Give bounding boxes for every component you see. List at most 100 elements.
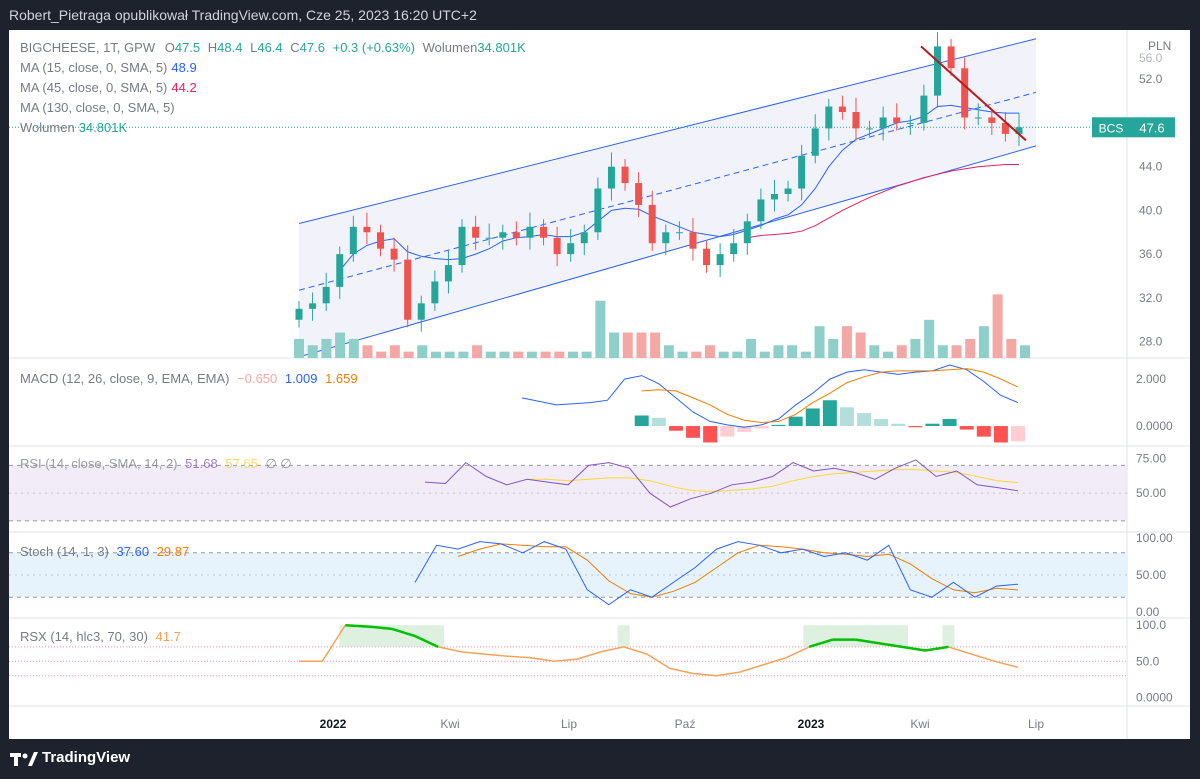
price-badge-value: 47.6 <box>1139 120 1164 135</box>
rsx-high-segment <box>925 645 949 652</box>
volume-bar <box>704 345 715 358</box>
volume-bar <box>691 351 702 358</box>
footer-bar: TradingView <box>0 739 1200 779</box>
volume-bar <box>444 351 455 358</box>
symbol-label[interactable]: BIGCHEESE, 1T, GPW <box>20 40 156 55</box>
rsi-extra: ∅ ∅ <box>265 456 292 471</box>
volume-bar <box>307 345 318 358</box>
candle <box>580 232 588 244</box>
macd-histogram-bar <box>720 426 735 437</box>
open-label: O <box>164 40 175 55</box>
price-tick: 36.0 <box>1139 247 1163 261</box>
volume-bar <box>321 338 332 358</box>
candle <box>377 232 385 249</box>
rsx-high-segment <box>368 625 392 631</box>
rsi-tick: 75.00 <box>1136 451 1166 465</box>
volume-bar <box>951 345 962 358</box>
macd-histogram-bar <box>874 419 889 427</box>
rsx-high-segment <box>878 642 903 649</box>
time-tick: Lip <box>1028 717 1044 731</box>
volume-value: 34.801K <box>78 120 128 135</box>
macd-histogram-bar <box>754 426 769 429</box>
rsx-legend[interactable]: RSX (14, hlc3, 70, 30) 41.7 <box>20 629 181 644</box>
macd-histogram-bar <box>788 416 803 427</box>
volume-bar <box>814 326 825 358</box>
candle <box>363 226 371 233</box>
candle <box>866 128 874 130</box>
volume-bar <box>622 332 633 358</box>
macd-histogram-bar <box>822 400 837 427</box>
candle <box>662 232 670 244</box>
volume-bar <box>362 345 373 358</box>
candle <box>553 237 561 255</box>
ma15-value: 48.9 <box>171 60 197 75</box>
ma15-legend[interactable]: MA (15, close, 0, SMA, 5) 48.9 <box>20 60 197 75</box>
candle <box>906 122 914 124</box>
volume-bar <box>718 351 729 358</box>
macd-histogram-bar <box>942 419 957 427</box>
macd-legend[interactable]: MACD (12, 26, close, 9, EMA, EMA) −0.650… <box>20 371 358 386</box>
volume-bar <box>992 294 1003 358</box>
candle <box>621 166 629 184</box>
close-value: 47.6 <box>299 40 325 55</box>
volume-bar <box>485 351 496 358</box>
chart-panel[interactable]: PLN56.052.048.044.040.036.032.028.0BCS47… <box>9 30 1190 739</box>
stoch-tick: 100.00 <box>1136 531 1173 545</box>
macd-histogram-bar <box>925 423 940 427</box>
volume-bar <box>855 332 866 358</box>
candle <box>920 95 928 123</box>
macd-histogram-bar <box>805 408 820 427</box>
candle <box>703 248 711 266</box>
candle <box>607 166 615 189</box>
volume-bar <box>376 351 387 358</box>
volume-bar <box>883 351 894 358</box>
candle <box>336 254 344 287</box>
ma130-legend[interactable]: MA (130, close, 0, SMA, 5) <box>20 100 175 115</box>
rsi-legend[interactable]: RSI (14, close, SMA, 14, 2) 51.68 57.65 … <box>20 456 292 472</box>
stoch-legend[interactable]: Stoch (14, 1, 3) 37.60 29.87 <box>20 544 189 559</box>
trendline <box>920 45 1027 142</box>
volume-bar <box>389 345 400 358</box>
candle <box>526 226 534 238</box>
volume-bar <box>937 345 948 358</box>
candle <box>390 248 398 260</box>
macd-tick: 2.000 <box>1136 372 1166 386</box>
volume-bar <box>554 351 565 358</box>
volume-bar <box>526 351 537 358</box>
macd-histogram-bar <box>839 407 854 427</box>
volume-bar <box>978 326 989 358</box>
macd-histogram-bar <box>686 426 701 438</box>
volume-bar <box>595 300 606 358</box>
candle <box>540 226 548 238</box>
rsx-high-segment <box>414 634 439 648</box>
candle <box>933 46 941 96</box>
open-value: 47.5 <box>174 40 201 55</box>
candle <box>417 303 425 320</box>
volume-bar <box>513 351 524 358</box>
candle <box>309 303 317 309</box>
stoch-tick: 0.00 <box>1136 605 1160 619</box>
candle <box>295 308 303 320</box>
ma15-label: MA (15, close, 0, SMA, 5) <box>20 60 168 75</box>
candle <box>322 286 330 304</box>
volume-bar <box>759 351 770 358</box>
volume-bar <box>746 338 757 358</box>
macd-histogram-bar <box>771 424 786 427</box>
candle <box>472 226 480 238</box>
change-value: +0.3 (+0.63%) <box>332 40 415 55</box>
volume-legend[interactable]: Wolumen 34.801K <box>20 120 127 135</box>
volume-bar <box>841 326 852 358</box>
rsx-high-segment <box>808 638 833 649</box>
candle <box>852 112 860 129</box>
ma45-legend[interactable]: MA (45, close, 0, SMA, 5) 44.2 <box>20 80 197 95</box>
volume-bar <box>787 345 798 358</box>
channel-middle-line <box>298 91 1037 291</box>
stoch-k-line <box>414 541 1019 606</box>
price-tick: 28.0 <box>1139 335 1163 349</box>
low-value: 46.4 <box>257 40 283 55</box>
chart-canvas[interactable]: PLN56.052.048.044.040.036.032.028.0BCS47… <box>9 30 1190 739</box>
candle <box>811 128 819 156</box>
stoch-d-value: 29.87 <box>156 544 190 559</box>
candle <box>743 221 751 244</box>
volume-bar <box>609 332 620 358</box>
